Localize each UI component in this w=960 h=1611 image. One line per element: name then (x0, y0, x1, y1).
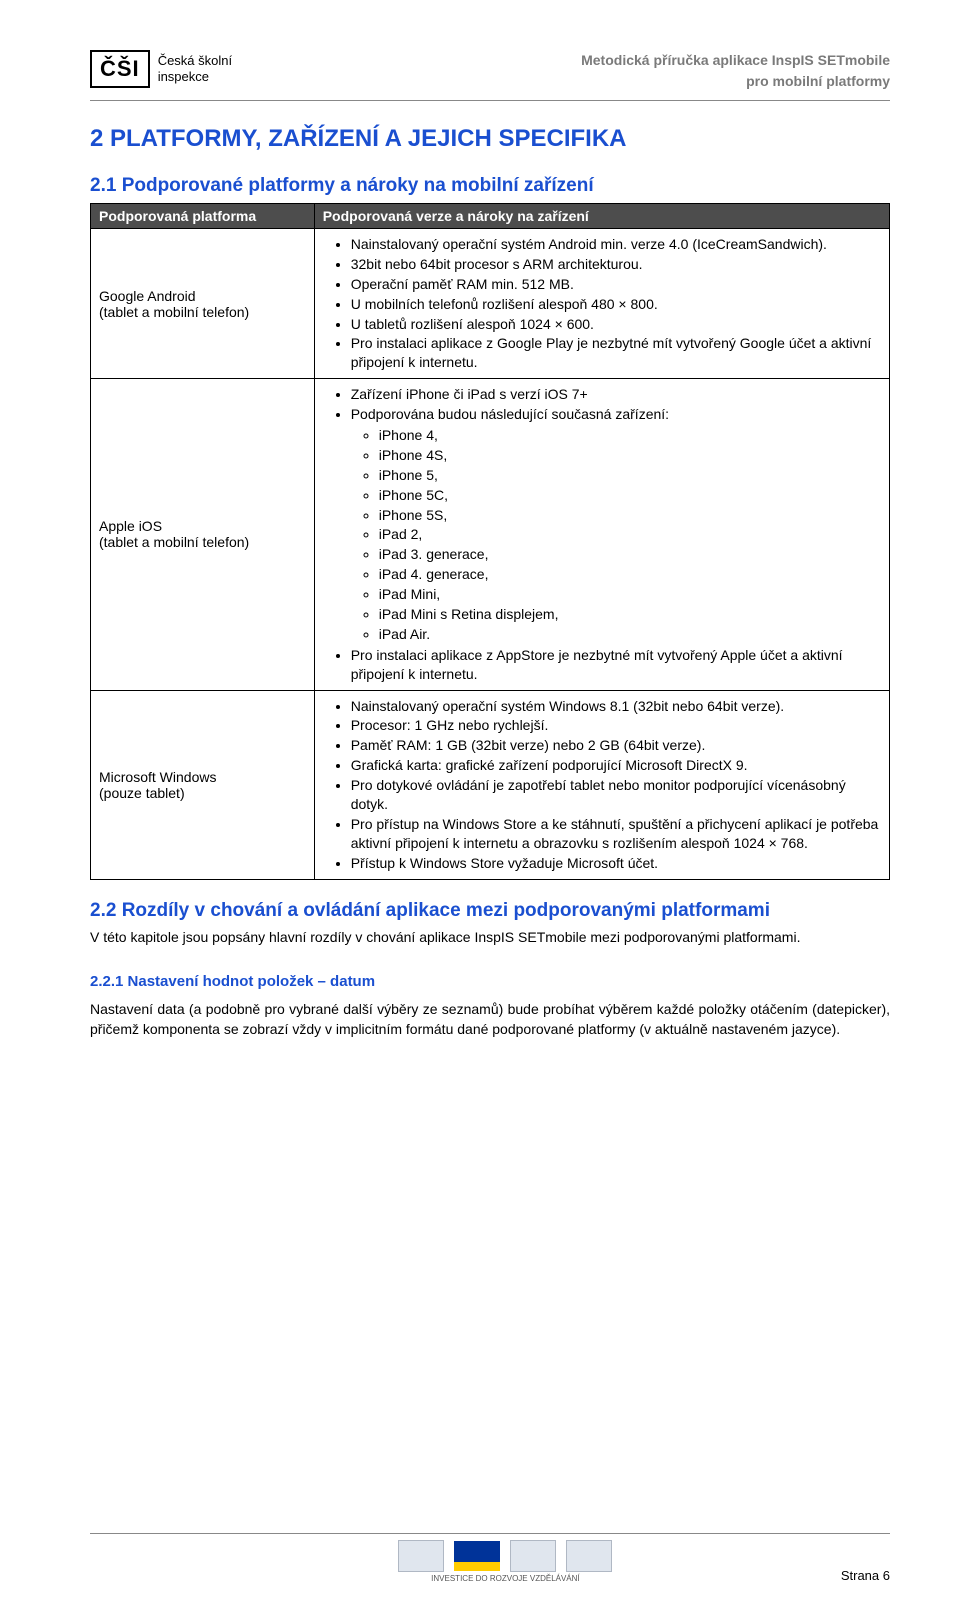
requirements-cell-ios: Zařízení iPhone či iPad s verzí iOS 7+Po… (314, 379, 889, 690)
list-item: Pro dotykové ovládání je zapotřebí table… (351, 776, 881, 814)
list-item: iPad 2, (379, 525, 881, 544)
table-row: Microsoft Windows (pouze tablet) Nainsta… (91, 690, 890, 879)
logo-text: Česká školní inspekce (158, 53, 232, 84)
logo-line1: Česká školní (158, 53, 232, 69)
logo-block: ČŠI Česká školní inspekce (90, 50, 232, 88)
platform-cell-windows: Microsoft Windows (pouze tablet) (91, 690, 315, 879)
header-right: Metodická příručka aplikace InspIS SETmo… (581, 50, 890, 92)
list-item: Paměť RAM: 1 GB (32bit verze) nebo 2 GB … (351, 736, 881, 755)
list-item: Pro instalaci aplikace z Google Play je … (351, 334, 881, 372)
list-item: Přístup k Windows Store vyžaduje Microso… (351, 854, 881, 873)
eu-flag-icon (454, 1541, 500, 1571)
requirements-cell-windows: Nainstalovaný operační systém Windows 8.… (314, 690, 889, 879)
col-requirements: Podporovaná verze a nároky na zařízení (314, 204, 889, 229)
logo-abbr: ČŠI (90, 50, 150, 88)
platform-name: Apple iOS (99, 518, 306, 534)
table-row: Google Android (tablet a mobilní telefon… (91, 229, 890, 379)
list-item: iPhone 4, (379, 426, 881, 445)
list-item: iPad Mini s Retina displejem, (379, 605, 881, 624)
device-sublist: iPhone 4,iPhone 4S,iPhone 5,iPhone 5C,iP… (351, 426, 881, 644)
list-item: Grafická karta: grafické zařízení podpor… (351, 756, 881, 775)
platform-name: Google Android (99, 288, 306, 304)
platform-cell-ios: Apple iOS (tablet a mobilní telefon) (91, 379, 315, 690)
list-item: Operační paměť RAM min. 512 MB. (351, 275, 881, 294)
list-item: iPhone 4S, (379, 446, 881, 465)
page-footer: INVESTICE DO ROZVOJE VZDĚLÁVÁNÍ Strana 6 (90, 1533, 890, 1583)
page-number: Strana 6 (841, 1568, 890, 1583)
list-item: U tabletů rozlišení alespoň 1024 × 600. (351, 315, 881, 334)
footer-row: INVESTICE DO ROZVOJE VZDĚLÁVÁNÍ Strana 6 (90, 1540, 890, 1583)
op-vk-logo-icon (566, 1540, 612, 1572)
platform-name: Microsoft Windows (99, 769, 306, 785)
list-item: iPhone 5, (379, 466, 881, 485)
list-item: iPad Mini, (379, 585, 881, 604)
platform-note: (tablet a mobilní telefon) (99, 304, 306, 320)
platform-note: (pouze tablet) (99, 785, 306, 801)
req-list-windows: Nainstalovaný operační systém Windows 8.… (323, 697, 881, 873)
list-item: Nainstalovaný operační systém Android mi… (351, 235, 881, 254)
list-item: Nainstalovaný operační systém Windows 8.… (351, 697, 881, 716)
platforms-table: Podporovaná platforma Podporovaná verze … (90, 203, 890, 880)
col-platform: Podporovaná platforma (91, 204, 315, 229)
footer-divider (90, 1533, 890, 1534)
heading-1: 2 PLATFORMY, ZAŘÍZENÍ A JEJICH SPECIFIKA (90, 125, 890, 153)
list-item: iPad 3. generace, (379, 545, 881, 564)
header-right-line1: Metodická příručka aplikace InspIS SETmo… (581, 50, 890, 71)
list-item: Pro instalaci aplikace z AppStore je nez… (351, 646, 881, 684)
platform-cell-android: Google Android (tablet a mobilní telefon… (91, 229, 315, 379)
list-item: Pro přístup na Windows Store a ke stáhnu… (351, 815, 881, 853)
msmt-logo-icon (510, 1540, 556, 1572)
list-item: U mobilních telefonů rozlišení alespoň 4… (351, 295, 881, 314)
footer-logos (170, 1540, 841, 1572)
list-item: 32bit nebo 64bit procesor s ARM architek… (351, 255, 881, 274)
header-right-line2: pro mobilní platformy (581, 71, 890, 92)
section221-para: Nastavení data (a podobně pro vybrané da… (90, 1000, 890, 1039)
list-item: iPhone 5S, (379, 506, 881, 525)
req-list-android: Nainstalovaný operační systém Android mi… (323, 235, 881, 372)
list-item: Procesor: 1 GHz nebo rychlejší. (351, 716, 881, 735)
logo-line2: inspekce (158, 69, 232, 85)
list-item: iPad Air. (379, 625, 881, 644)
list-item: Zařízení iPhone či iPad s verzí iOS 7+ (351, 385, 881, 404)
requirements-cell-android: Nainstalovaný operační systém Android mi… (314, 229, 889, 379)
platform-note: (tablet a mobilní telefon) (99, 534, 306, 550)
page: ČŠI Česká školní inspekce Metodická přír… (0, 0, 960, 1611)
heading-2-2-1: 2.2.1 Nastavení hodnot položek – datum (90, 973, 890, 990)
footer-logos-wrap: INVESTICE DO ROZVOJE VZDĚLÁVÁNÍ (170, 1540, 841, 1583)
list-item: iPhone 5C, (379, 486, 881, 505)
esf-logo-icon (398, 1540, 444, 1572)
header-divider (90, 100, 890, 101)
heading-2-2: 2.2 Rozdíly v chování a ovládání aplikac… (90, 900, 890, 922)
page-header: ČŠI Česká školní inspekce Metodická přír… (90, 50, 890, 92)
list-item: iPad 4. generace, (379, 565, 881, 584)
list-item: Podporována budou následující současná z… (351, 405, 881, 644)
section22-para: V této kapitole jsou popsány hlavní rozd… (90, 928, 890, 948)
table-header-row: Podporovaná platforma Podporovaná verze … (91, 204, 890, 229)
footer-caption: INVESTICE DO ROZVOJE VZDĚLÁVÁNÍ (170, 1574, 841, 1583)
req-list-ios: Zařízení iPhone či iPad s verzí iOS 7+Po… (323, 385, 881, 683)
table-row: Apple iOS (tablet a mobilní telefon) Zař… (91, 379, 890, 690)
heading-2-1: 2.1 Podporované platformy a nároky na mo… (90, 175, 890, 197)
